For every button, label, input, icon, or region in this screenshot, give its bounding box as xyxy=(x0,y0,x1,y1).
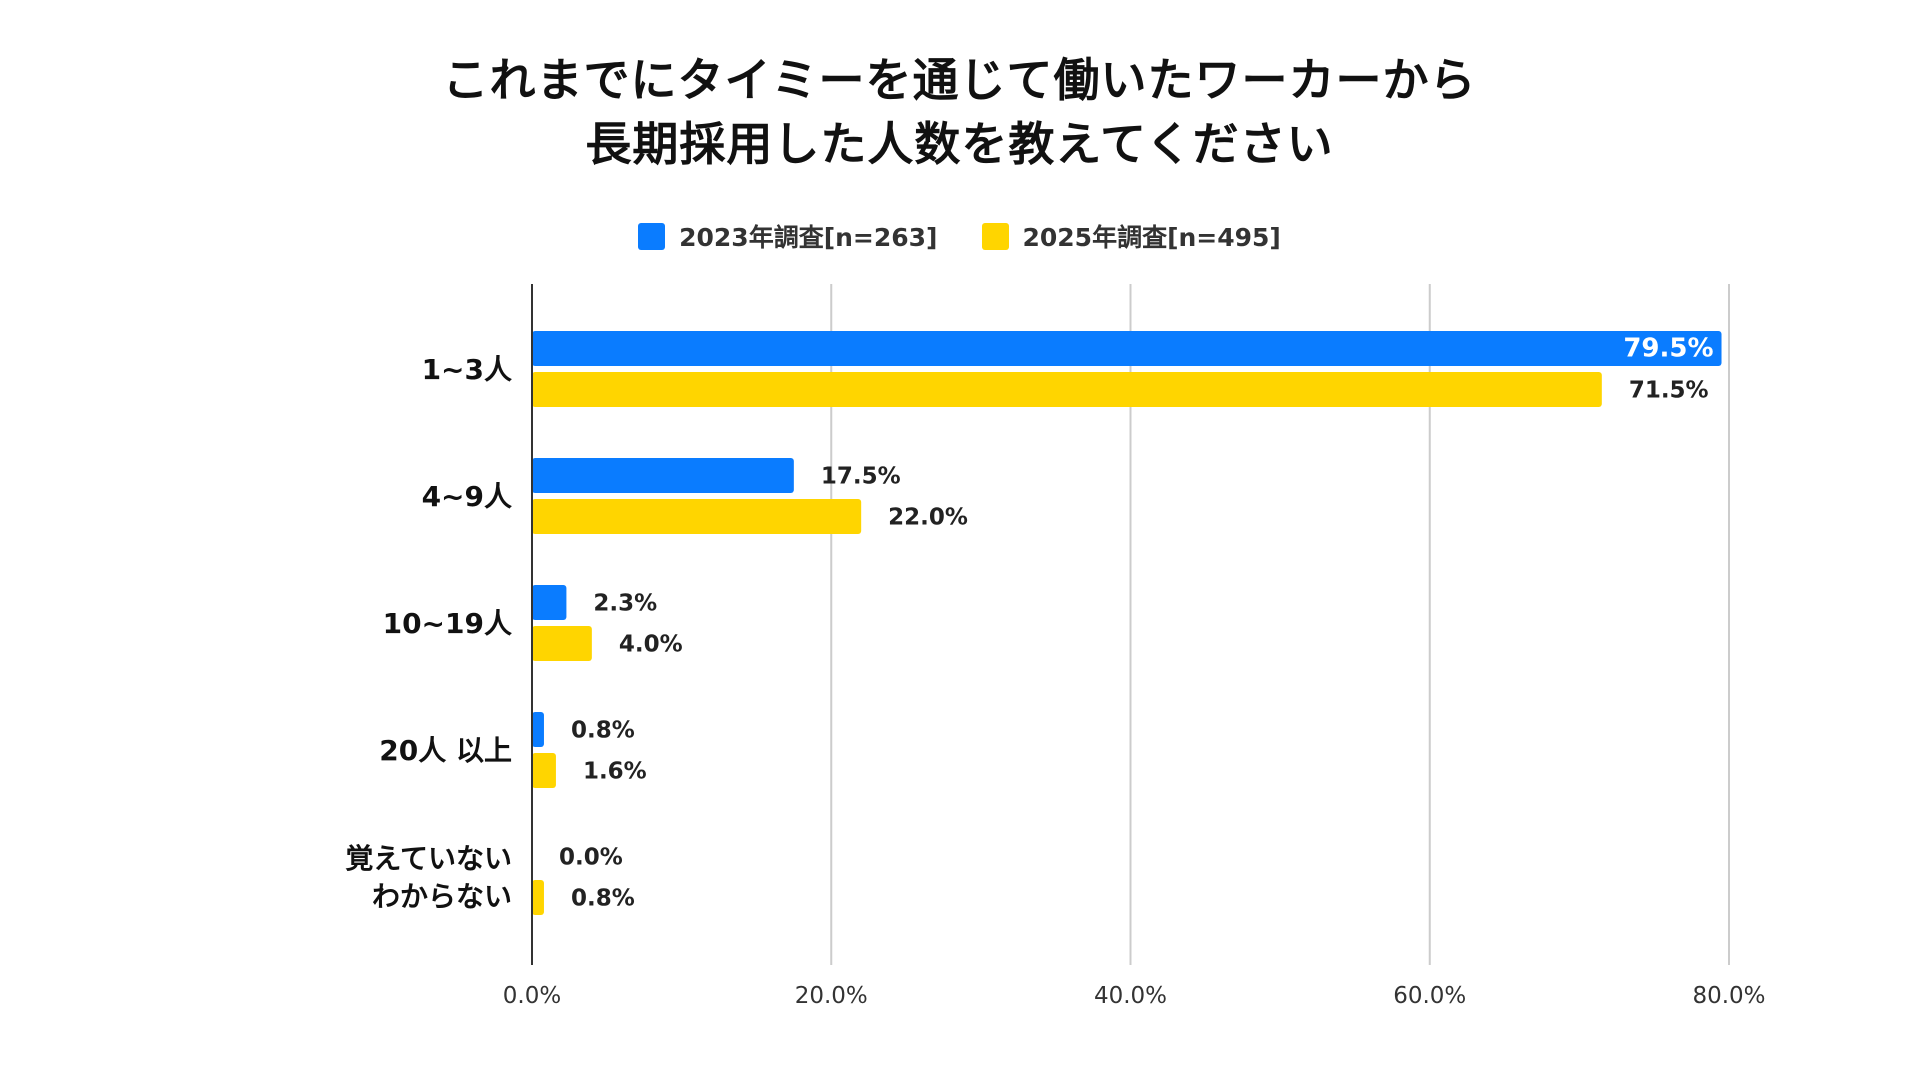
x-tick-label: 20.0% xyxy=(795,983,868,1009)
chart-title-line-2: 長期採用した人数を教えてください xyxy=(585,117,1334,171)
bar xyxy=(532,753,556,788)
data-label: 1.6% xyxy=(583,759,647,785)
legend-item-2023: 2023年調査[n=263] xyxy=(638,218,938,254)
data-label: 0.8% xyxy=(571,886,635,912)
category-label: 覚えていない xyxy=(345,842,512,875)
chart-title: これまでにタイミーを通じて働いたワーカーから 長期採用した人数を教えてください xyxy=(0,48,1919,176)
x-tick-label: 80.0% xyxy=(1692,983,1765,1009)
data-label: 22.0% xyxy=(888,505,968,531)
chart-legend: 2023年調査[n=263] 2025年調査[n=495] xyxy=(0,218,1919,254)
category-label: 4~9人 xyxy=(422,480,512,513)
data-label: 0.8% xyxy=(571,718,635,744)
data-label: 79.5% xyxy=(1623,334,1713,364)
data-label: 71.5% xyxy=(1629,378,1709,404)
bar xyxy=(532,712,544,747)
x-tick-label: 0.0% xyxy=(503,983,561,1009)
category-label: 10~19人 xyxy=(383,607,512,640)
category-label: 20人 以上 xyxy=(379,734,512,767)
legend-item-2025: 2025年調査[n=495] xyxy=(981,218,1281,254)
bar xyxy=(532,499,862,534)
bar xyxy=(532,585,567,620)
chart-title-line-1: これまでにタイミーを通じて働いたワーカーから xyxy=(442,53,1477,107)
legend-label-2025: 2025年調査[n=495] xyxy=(1022,223,1281,252)
data-label: 2.3% xyxy=(593,591,657,617)
x-tick-label: 60.0% xyxy=(1393,983,1466,1009)
category-label: 1~3人 xyxy=(422,353,512,386)
category-label: わからない xyxy=(372,880,512,913)
data-label: 17.5% xyxy=(821,464,901,490)
bar xyxy=(532,458,794,493)
bar xyxy=(532,880,544,915)
data-label: 0.0% xyxy=(559,845,623,871)
bar xyxy=(532,331,1722,366)
data-label: 4.0% xyxy=(619,632,683,658)
legend-swatch-2025 xyxy=(981,222,1009,250)
legend-label-2023: 2023年調査[n=263] xyxy=(679,223,938,252)
legend-swatch-2023 xyxy=(638,222,666,250)
bar xyxy=(532,372,1602,407)
x-tick-label: 40.0% xyxy=(1094,983,1167,1009)
bar xyxy=(532,626,592,661)
